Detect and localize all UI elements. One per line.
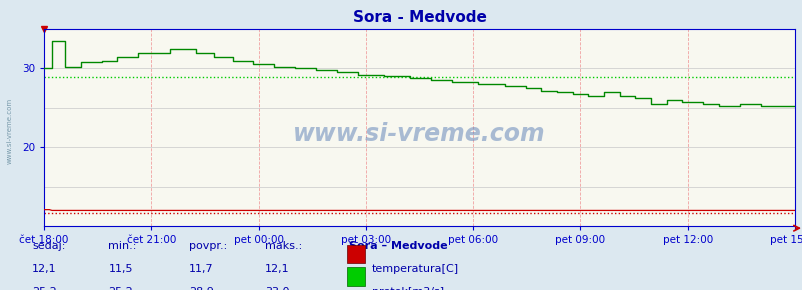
- Text: 11,5: 11,5: [108, 264, 133, 274]
- Text: temperatura[C]: temperatura[C]: [371, 264, 458, 274]
- Text: www.si-vreme.com: www.si-vreme.com: [6, 97, 13, 164]
- Text: Sora – Medvode: Sora – Medvode: [349, 241, 448, 251]
- Text: pretok[m3/s]: pretok[m3/s]: [371, 287, 444, 290]
- Text: min.:: min.:: [108, 241, 136, 251]
- Text: 12,1: 12,1: [32, 264, 57, 274]
- Title: Sora - Medvode: Sora - Medvode: [352, 10, 486, 25]
- Text: 33,0: 33,0: [265, 287, 290, 290]
- Text: sedaj:: sedaj:: [32, 241, 66, 251]
- Text: 25,2: 25,2: [108, 287, 133, 290]
- Bar: [346, 267, 364, 286]
- Text: 25,2: 25,2: [32, 287, 57, 290]
- Text: 11,7: 11,7: [188, 264, 213, 274]
- Text: 12,1: 12,1: [265, 264, 290, 274]
- Text: povpr.:: povpr.:: [188, 241, 227, 251]
- Text: www.si-vreme.com: www.si-vreme.com: [293, 122, 545, 146]
- Bar: [346, 245, 364, 263]
- Text: maks.:: maks.:: [265, 241, 302, 251]
- Text: 28,9: 28,9: [188, 287, 213, 290]
